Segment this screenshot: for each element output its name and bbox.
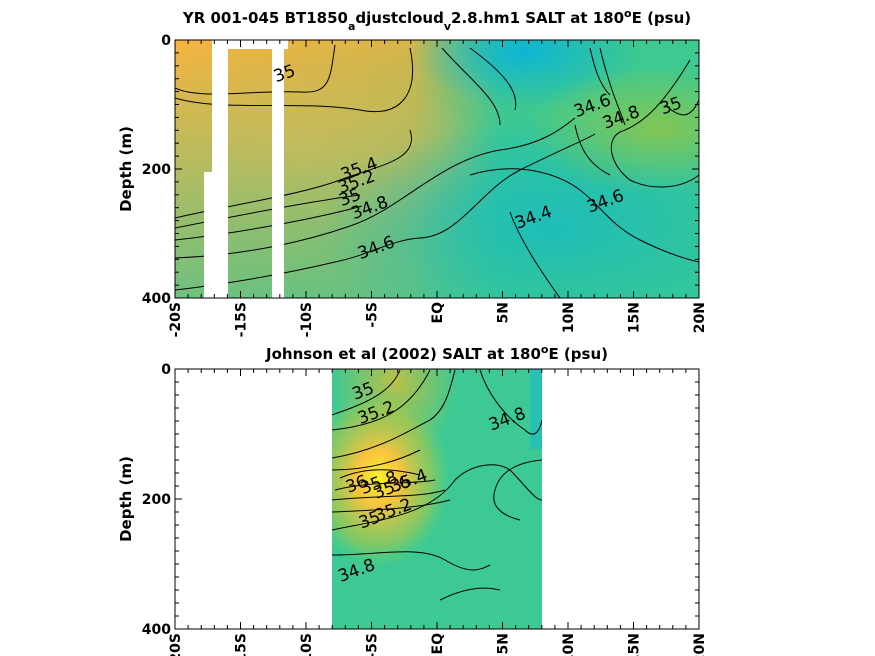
- x-tick-label: 20N: [692, 633, 708, 656]
- panel-observed-salinity: Johnson et al (2002) SALT at 180oE (psu): [117, 343, 708, 656]
- y-tick-label: 400: [142, 622, 171, 638]
- y-tick-label: 0: [161, 33, 171, 49]
- x-tick-label: EQ: [430, 302, 446, 324]
- x-tick-label: 5N: [496, 633, 512, 654]
- y-tick-label: 200: [142, 492, 171, 508]
- y-tick-label: 400: [142, 291, 171, 307]
- panel1-color-field: [175, 40, 699, 298]
- panel1-title: YR 001-045 BT1850adjustcloudv2.8.hm1 SAL…: [182, 7, 691, 33]
- x-tick-label: -5S: [365, 302, 381, 328]
- x-tick-label: 15N: [627, 302, 643, 333]
- x-tick-label: 5N: [496, 302, 512, 323]
- x-tick-label: -5S: [365, 633, 381, 656]
- panel1-missing-data: [204, 40, 288, 298]
- panel2-ylabel: Depth (m): [117, 456, 135, 542]
- x-tick-label: EQ: [430, 633, 446, 655]
- x-tick-label: 15N: [627, 633, 643, 656]
- x-tick-label: -10S: [299, 633, 315, 656]
- x-tick-label: -20S: [168, 302, 184, 337]
- x-tick-label: -15S: [234, 302, 250, 337]
- panel-model-salinity: YR 001-045 BT1850adjustcloudv2.8.hm1 SAL…: [117, 7, 708, 338]
- panel1-ylabel: Depth (m): [117, 126, 135, 212]
- panel2-color-field: [332, 369, 542, 629]
- x-tick-label: -20S: [168, 633, 184, 656]
- x-tick-label: 20N: [692, 302, 708, 333]
- panel2-ticks: -20S -15S -10S -5S EQ 5N 10N 15N 20N 0 200 400: [142, 362, 708, 656]
- panel2-title: Johnson et al (2002) SALT at 180oE (psu): [265, 343, 608, 364]
- y-tick-label: 200: [142, 162, 171, 178]
- x-tick-label: 10N: [561, 633, 577, 656]
- y-tick-label: 0: [161, 362, 171, 378]
- x-tick-label: -15S: [234, 633, 250, 656]
- x-tick-label: 10N: [561, 302, 577, 333]
- panel1-ticks: -20S -15S -10S -5S EQ 5N 10N 15N 20N 0 200 400: [142, 33, 708, 337]
- x-tick-label: -10S: [299, 302, 315, 337]
- panel2-contour-lines: [332, 369, 542, 601]
